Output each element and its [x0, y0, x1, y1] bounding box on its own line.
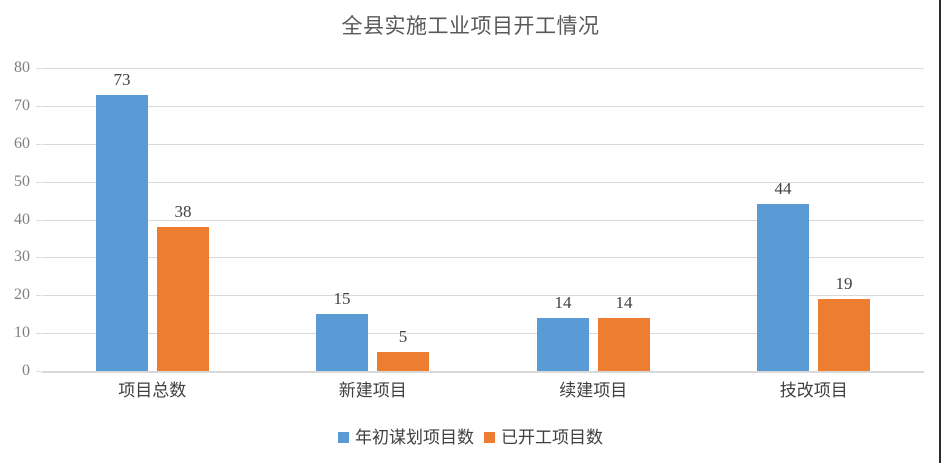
x-axis-category-label: 项目总数 [118, 381, 187, 400]
bar-value-label: 38 [174, 202, 192, 221]
legend-label: 年初谋划项目数 [355, 428, 474, 447]
y-axis-tick-mark [36, 257, 41, 258]
gridline [42, 295, 924, 296]
bar-0-2[interactable] [537, 318, 589, 371]
bar-1-1[interactable] [377, 352, 429, 371]
chart-legend: 年初谋划项目数 已开工项目数 [0, 428, 939, 447]
axis-baseline [42, 371, 924, 373]
bar-value-label: 19 [835, 274, 853, 293]
y-axis-tick-label: 60 [14, 135, 30, 152]
y-axis-tick-label: 0 [22, 362, 30, 379]
y-axis-tick-mark [36, 220, 41, 221]
bar-0-1[interactable] [316, 314, 368, 371]
y-axis-tick-label: 70 [14, 97, 30, 114]
bar-value-label: 14 [615, 293, 633, 312]
gridline [42, 68, 924, 69]
y-axis: 80 70 60 50 40 30 20 10 0 [0, 60, 939, 379]
y-axis-tick-label: 20 [14, 286, 30, 303]
x-axis-category-label: 技改项目 [779, 381, 848, 400]
y-axis-tick-mark [36, 68, 41, 69]
gridline [42, 220, 924, 221]
bar-1-2[interactable] [598, 318, 650, 371]
y-axis-tick-mark [36, 144, 41, 145]
y-axis-tick-mark [36, 333, 41, 334]
gridline [42, 182, 924, 183]
bar-value-label: 15 [333, 289, 351, 308]
bar-value-label: 5 [398, 327, 408, 346]
y-axis-tick-mark [36, 182, 41, 183]
gridline [42, 333, 924, 334]
plot-area: 73 38 15 5 14 14 44 19 [42, 68, 924, 373]
bar-value-label: 44 [774, 179, 792, 198]
bar-value-label: 14 [554, 293, 572, 312]
y-axis-tick-mark [36, 106, 41, 107]
legend-item-1[interactable]: 已开工项目数 [484, 428, 603, 447]
legend-swatch-icon [338, 432, 349, 443]
y-axis-tick-mark [36, 295, 41, 296]
chart-title: 全县实施工业项目开工情况 [341, 14, 600, 38]
y-axis-tick-mark [36, 371, 41, 372]
gridline [42, 106, 924, 107]
bar-1-3[interactable] [818, 299, 870, 371]
bar-value-label: 73 [113, 70, 131, 89]
legend-item-0[interactable]: 年初谋划项目数 [338, 428, 474, 447]
x-axis-category-label: 续建项目 [559, 381, 628, 400]
bar-0-3[interactable] [757, 204, 809, 371]
y-axis-tick-label: 10 [14, 324, 30, 341]
y-axis-tick-label: 80 [14, 59, 30, 76]
y-axis-tick-label: 30 [14, 248, 30, 265]
gridline [42, 257, 924, 258]
x-axis-category-label: 新建项目 [338, 381, 407, 400]
y-axis-tick-label: 40 [14, 211, 30, 228]
bar-1-0[interactable] [157, 227, 209, 371]
gridline [42, 144, 924, 145]
legend-swatch-icon [484, 432, 495, 443]
x-axis: 项目总数 新建项目 续建项目 技改项目 [42, 0, 924, 463]
legend-label: 已开工项目数 [501, 428, 603, 447]
bar-0-0[interactable] [96, 95, 148, 371]
y-axis-tick-label: 50 [14, 173, 30, 190]
